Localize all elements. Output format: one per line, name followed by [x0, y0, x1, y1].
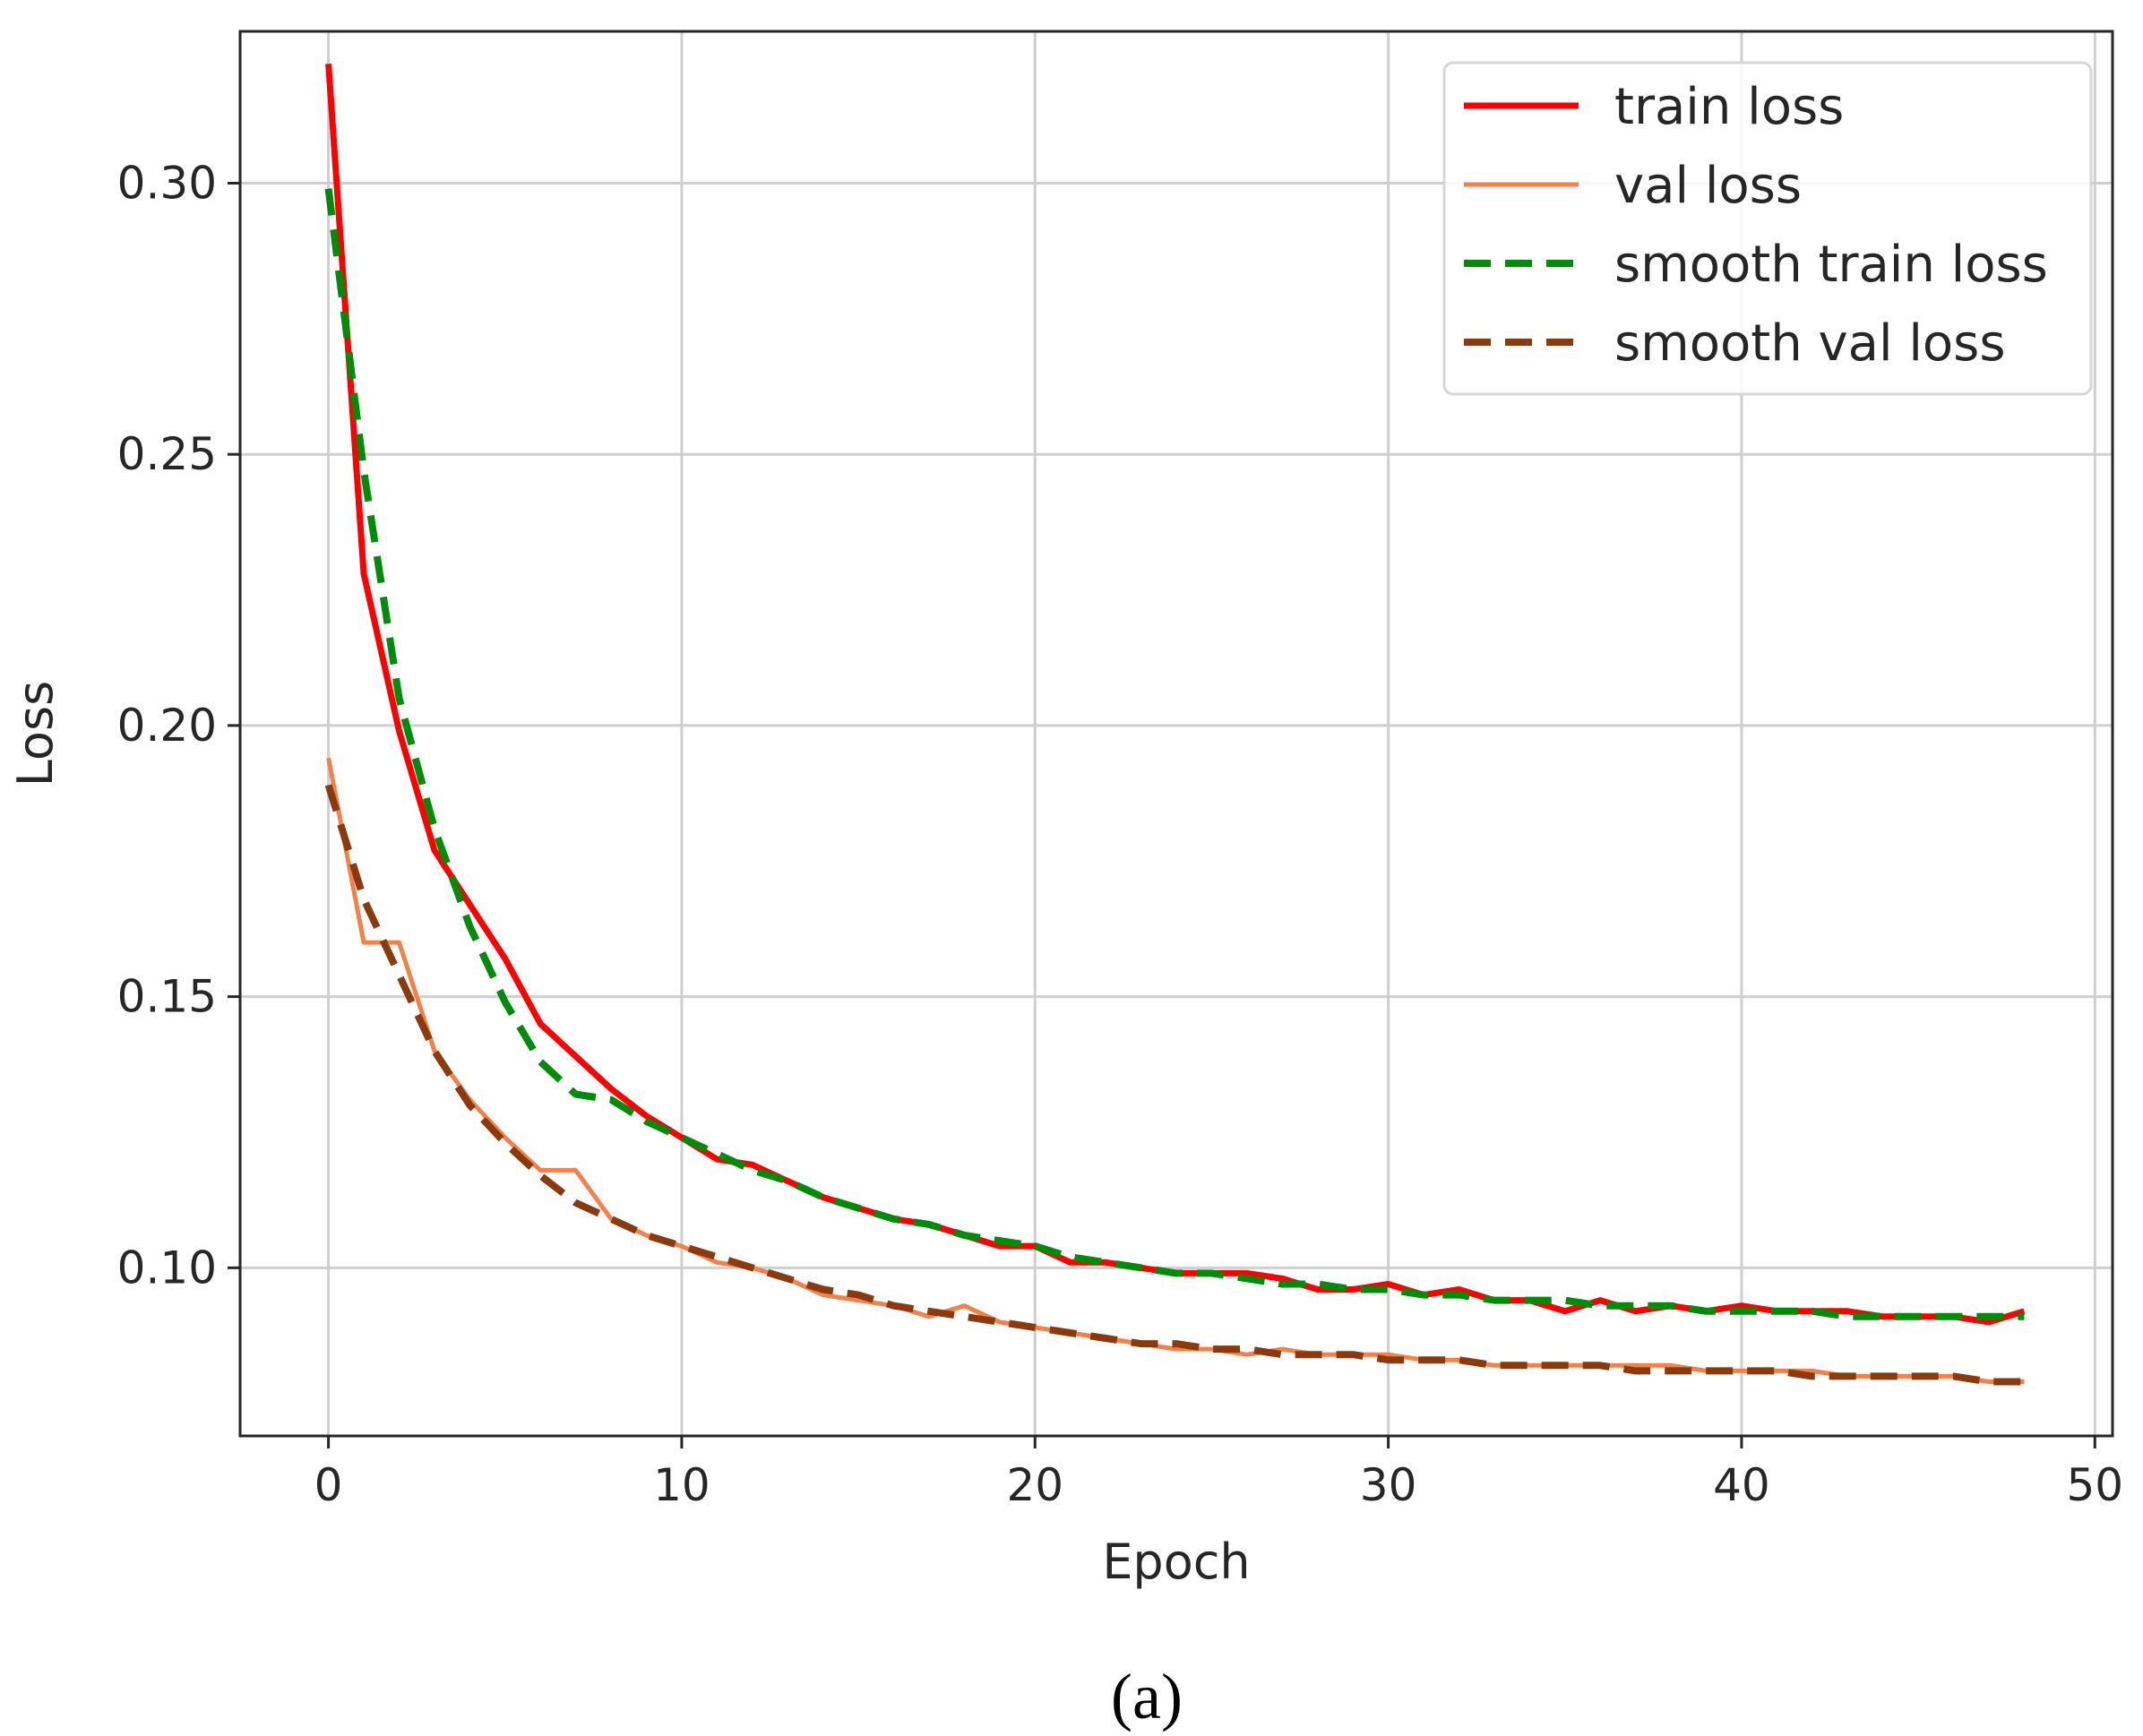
x-tick-label: 20	[1006, 1459, 1063, 1511]
y-tick-label: 0.25	[117, 428, 217, 480]
x-axis-title: Epoch	[1102, 1534, 1250, 1590]
x-tick-label: 40	[1713, 1459, 1770, 1511]
y-tick-label: 0.15	[117, 971, 217, 1023]
grid	[240, 31, 2113, 1436]
x-tick-label: 10	[653, 1459, 710, 1511]
x-tick-label: 50	[2066, 1459, 2123, 1511]
legend-label: smooth train loss	[1614, 236, 2048, 294]
y-axis-title: Loss	[7, 681, 64, 786]
series-line-smooth-train-loss	[324, 188, 2025, 1320]
series-line-val-loss	[326, 757, 2025, 1384]
legend: train loss val loss smooth train loss smoot…	[1442, 61, 2093, 396]
plot-area	[238, 30, 2114, 1438]
legend-box	[1442, 61, 2093, 396]
y-tick-label: 0.30	[117, 158, 217, 210]
axis-ticks: 0 10 20 30 40 50 0.10 0.15 0.20 0.25 0.30	[117, 158, 2123, 1511]
figure-caption: (a)	[1111, 1661, 1183, 1732]
series-lines	[324, 64, 2026, 1386]
x-tick-label: 30	[1360, 1459, 1417, 1511]
y-tick-label: 0.10	[117, 1242, 217, 1293]
x-tick-label: 0	[314, 1459, 343, 1511]
legend-label: val loss	[1614, 157, 1802, 215]
y-tick-label: 0.20	[117, 700, 217, 752]
series-line-smooth-val-loss	[324, 784, 2025, 1386]
legend-label: train loss	[1614, 78, 1844, 136]
legend-label: smooth val loss	[1614, 314, 2006, 373]
